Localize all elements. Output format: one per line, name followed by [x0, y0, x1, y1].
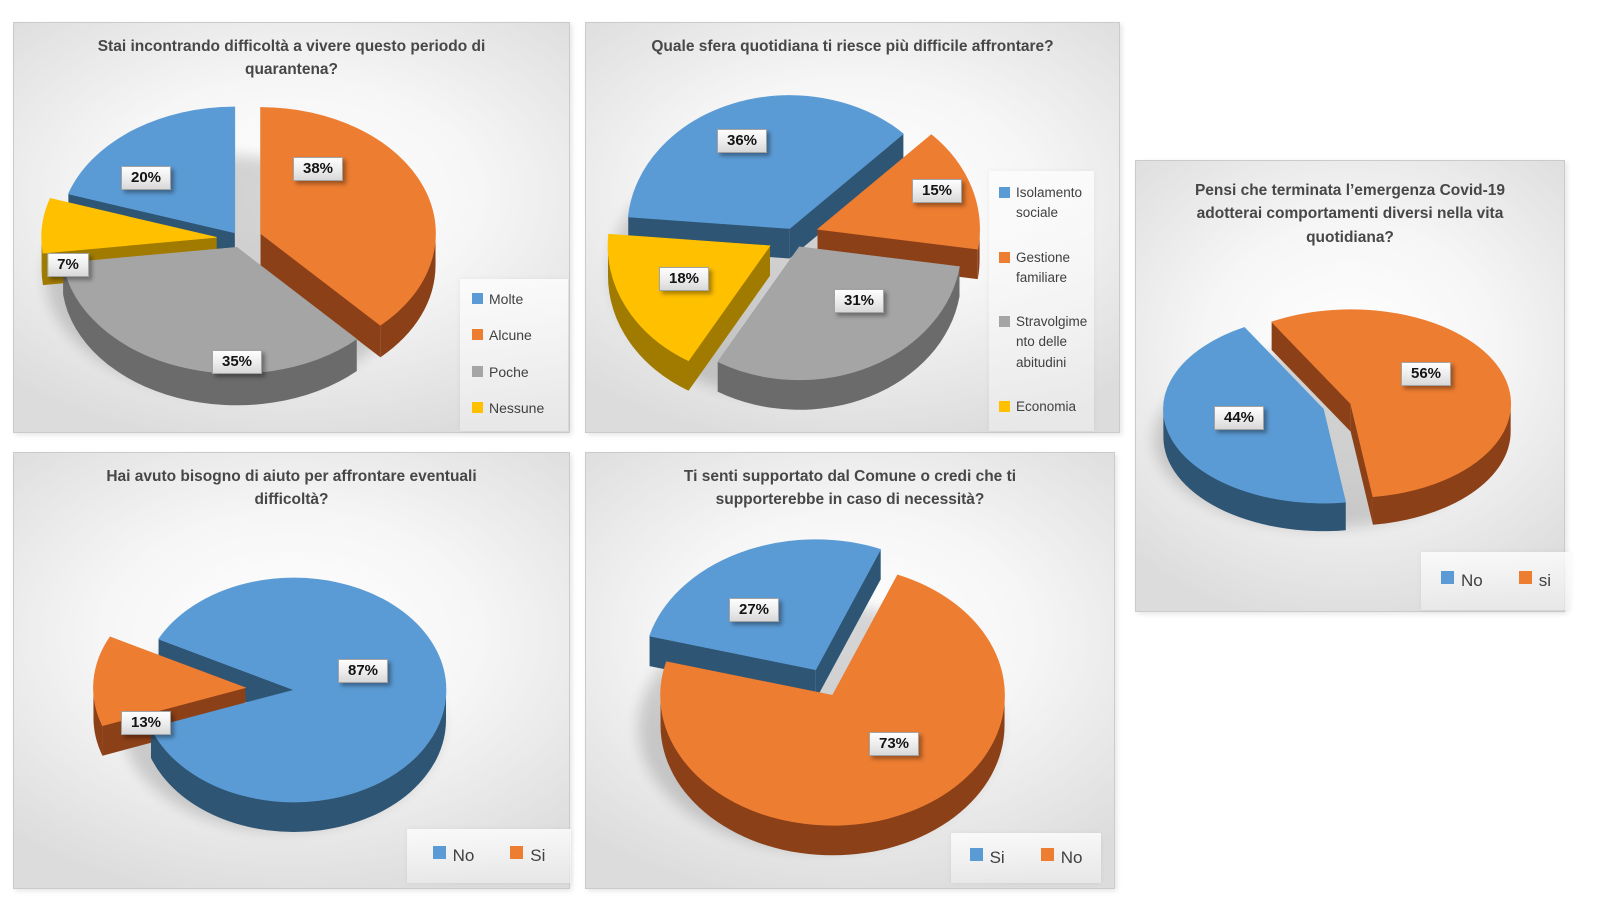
legend-swatch-icon: [999, 187, 1010, 198]
data-label: 38%: [292, 157, 344, 181]
chart-legend: Isolamento sociale Gestione familiare Stravo…: [989, 171, 1094, 431]
chart-title: Pensi che terminata l’emergenza Covid-19…: [1150, 179, 1550, 249]
data-label: 13%: [120, 711, 172, 735]
data-label: 87%: [337, 659, 389, 683]
chart-title: Hai avuto bisogno di aiuto per affrontar…: [28, 465, 555, 512]
legend-label: Isolamento sociale: [1016, 185, 1083, 221]
data-label: 31%: [833, 289, 885, 313]
legend-swatch-icon: [999, 316, 1010, 327]
chart-title-line: Stai incontrando difficoltà a vivere que…: [97, 38, 486, 55]
legend-swatch-icon: [510, 846, 524, 860]
pie-plot-area: 36% 15% 31% 18%: [586, 23, 1119, 432]
chart-legend: Molte Alcune Poche Nessune: [460, 279, 568, 431]
chart-title-line: difficoltà?: [254, 491, 329, 509]
legend-label: si: [1538, 571, 1551, 591]
legend-label: No: [452, 846, 475, 866]
legend-label: Molte: [489, 291, 524, 307]
legend-swatch-icon: [1440, 571, 1454, 585]
legend-item-economia: Economia: [999, 397, 1092, 417]
pie-plot-area: 87% 13%: [14, 453, 569, 888]
pie-chart-svg: [93, 577, 447, 832]
legend-swatch-icon: [472, 401, 483, 413]
chart-title-line: Hai avuto bisogno di aiuto per affrontar…: [106, 468, 477, 485]
legend-swatch-icon: [1518, 571, 1532, 585]
legend-item-poche: Poche: [472, 362, 564, 383]
data-label: 73%: [868, 732, 920, 756]
pie-plot-area: 20% 38% 35% 7%: [14, 23, 569, 432]
chart-title: Quale sfera quotidiana ti riesce più dif…: [600, 35, 1105, 58]
legend-label: No: [1060, 848, 1083, 868]
legend-item-stravolgimento-delle-abitudini: Stravolgime nto delle abitudini: [999, 312, 1092, 373]
legend-swatch-icon: [999, 251, 1010, 263]
pie-chart-svg: [41, 106, 436, 406]
legend-item-isolamento-sociale: Isolamento sociale: [999, 183, 1092, 224]
chart-title-line: quarantena?: [244, 61, 338, 79]
data-label: 36%: [716, 129, 768, 153]
data-label: 56%: [1400, 362, 1452, 386]
legend-item-si: Si: [510, 843, 545, 869]
legend-label: Si: [530, 846, 546, 866]
chart-title: Stai incontrando difficoltà a vivere que…: [28, 35, 555, 82]
legend-label: Economia: [1016, 398, 1077, 414]
chart-panel-bisogno-aiuto: Hai avuto bisogno di aiuto per affrontar…: [13, 452, 571, 889]
legend-swatch-icon: [472, 329, 483, 341]
legend-label: Nessune: [489, 399, 545, 416]
data-label: 20%: [120, 166, 172, 190]
legend-item-no: No: [1440, 568, 1483, 594]
legend-item-no: No: [1040, 845, 1083, 871]
chart-title-line: Ti senti supportato dal Comune o credi c…: [683, 468, 1017, 485]
data-label: 15%: [911, 179, 963, 203]
chart-legend: No si: [1421, 552, 1571, 610]
legend-item-gestione-familiare: Gestione familiare: [999, 248, 1092, 289]
data-label: 44%: [1213, 406, 1265, 430]
chart-title-line: Pensi che terminata l’emergenza Covid-19: [1194, 182, 1506, 199]
legend-item-si: si: [1518, 568, 1551, 594]
chart-panel-sfera-quotidiana: Quale sfera quotidiana ti riesce più dif…: [585, 22, 1120, 433]
legend-label: Si: [989, 848, 1005, 868]
legend-label: No: [1460, 571, 1483, 591]
chart-title-line: adotterai comportamenti diversi nella vi…: [1196, 205, 1504, 223]
pie-plot-area: 27% 73%: [586, 453, 1114, 888]
legend-swatch-icon: [969, 848, 983, 862]
chart-panel-difficolta-quarantena: Stai incontrando difficoltà a vivere que…: [13, 22, 570, 433]
pie-chart-svg: [607, 95, 980, 410]
legend-item-si: Si: [969, 845, 1005, 871]
legend-label: Stravolgime nto delle abitudini: [1016, 314, 1088, 370]
legend-item-nessune: Nessune: [472, 398, 564, 419]
legend-label: Gestione familiare: [1016, 249, 1071, 285]
data-label: 35%: [211, 350, 263, 374]
data-label: 27%: [728, 598, 780, 622]
legend-swatch-icon: [472, 293, 483, 304]
chart-panel-supporto-comune: Ti senti supportato dal Comune o credi c…: [585, 452, 1115, 889]
chart-title: Ti senti supportato dal Comune o credi c…: [600, 465, 1100, 512]
pie-chart-svg: [638, 539, 1005, 856]
legend-item-no: No: [432, 843, 475, 869]
data-label: 7%: [47, 253, 89, 277]
chart-legend: Si No: [951, 833, 1101, 883]
legend-swatch-icon: [999, 400, 1010, 412]
legend-swatch-icon: [472, 365, 483, 377]
chart-title-line: quotidiana?: [1306, 228, 1394, 246]
pie-plot-area: 44% 56%: [1136, 161, 1564, 611]
legend-label: Alcune: [489, 327, 532, 344]
legend-item-alcune: Alcune: [472, 325, 564, 346]
chart-title-line: supporterebbe in caso di necessità?: [715, 491, 985, 509]
chart-legend: No Si: [407, 829, 571, 883]
legend-swatch-icon: [432, 846, 446, 860]
legend-swatch-icon: [1040, 848, 1054, 862]
chart-panel-comportamenti-diversi: Pensi che terminata l’emergenza Covid-19…: [1135, 160, 1571, 612]
legend-label: Poche: [489, 363, 529, 380]
data-label: 18%: [658, 267, 710, 291]
legend-item-molte: Molte: [472, 289, 564, 310]
chart-title-line: Quale sfera quotidiana ti riesce più dif…: [651, 38, 1054, 55]
